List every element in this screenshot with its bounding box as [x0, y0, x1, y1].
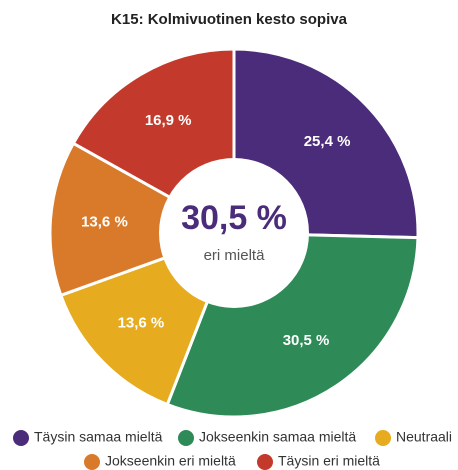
legend-swatch: [84, 454, 100, 470]
chart-title: K15: Kolmivuotinen kesto sopiva: [111, 11, 348, 28]
value-label: 13,6 %: [81, 213, 128, 230]
legend-label: Neutraali: [396, 429, 452, 445]
value-label: 16,9 %: [145, 112, 192, 129]
donut-hole: [159, 158, 309, 308]
legend-label: Jokseenkin eri mieltä: [105, 453, 236, 469]
center-sublabel: eri mieltä: [204, 247, 266, 264]
slice: [48, 141, 238, 298]
legend-swatch: [13, 430, 29, 446]
value-label: 30,5 %: [283, 332, 330, 349]
legend-swatch: [375, 430, 391, 446]
legend-swatch: [257, 454, 273, 470]
legend-label: Jokseenkin samaa mieltä: [199, 429, 356, 445]
legend-label: Täysin eri mieltä: [278, 453, 380, 469]
legend-swatch: [178, 430, 194, 446]
value-label: 25,4 %: [304, 133, 351, 150]
center-label: 30,5 %: [181, 199, 287, 237]
legend-label: Täysin samaa mieltä: [34, 429, 163, 445]
value-label: 13,6 %: [118, 315, 165, 332]
